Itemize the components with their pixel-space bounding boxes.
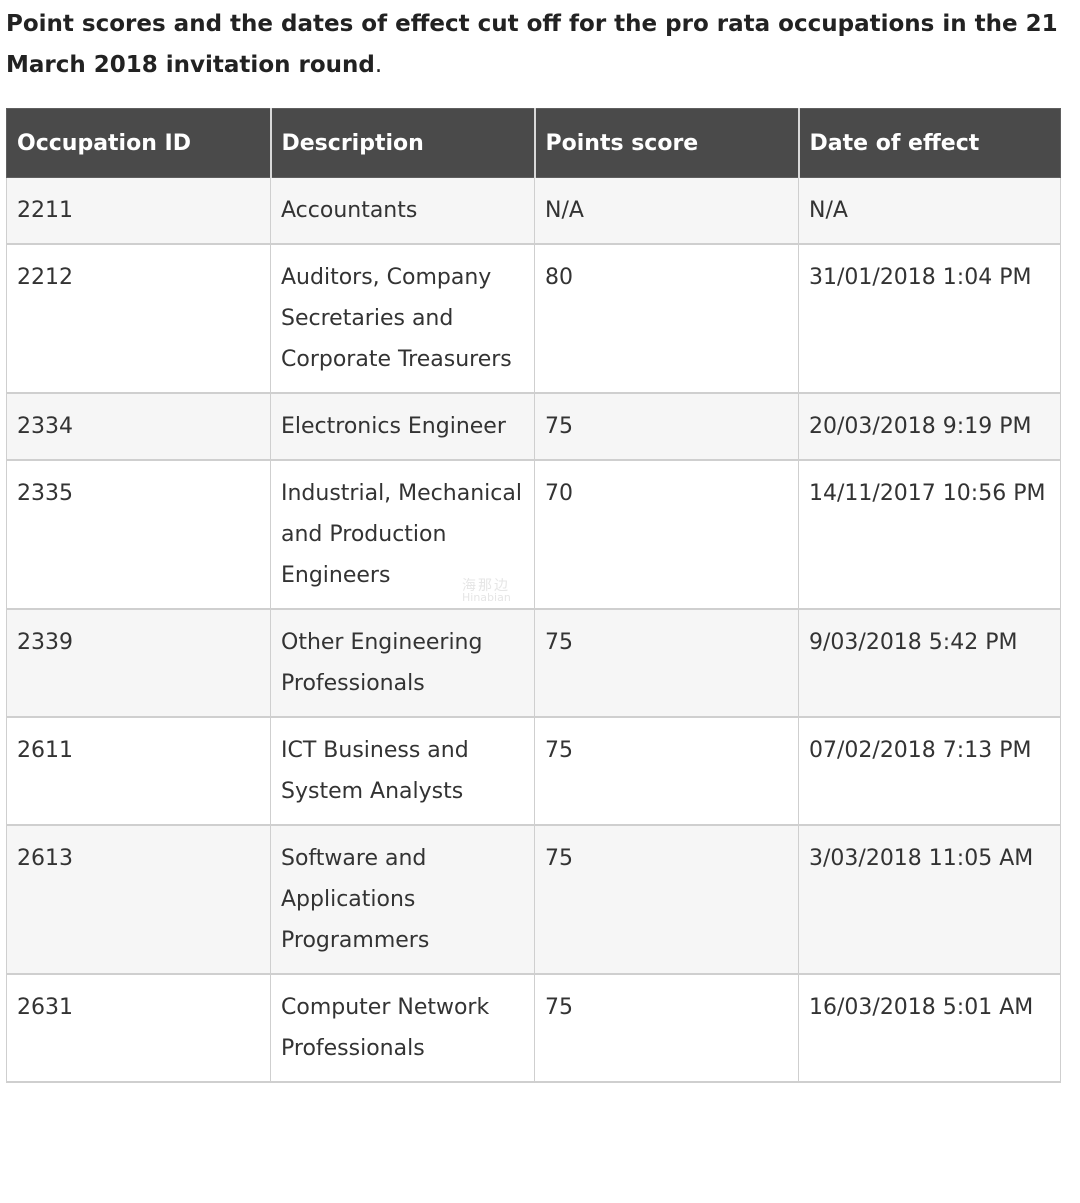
cell-description: Electronics Engineer [270, 392, 535, 461]
table-row: 2339 Other Engineering Professionals 75 … [6, 608, 1061, 718]
heading-period: . [374, 52, 383, 78]
cell-points-score: 75 [534, 608, 799, 718]
cell-occupation-id: 2335 [6, 459, 271, 610]
cell-points-score: N/A [534, 177, 799, 245]
table-row: 2211 Accountants N/A N/A [6, 177, 1061, 245]
cell-date-of-effect: 07/02/2018 7:13 PM [798, 716, 1061, 826]
cell-points-score: 75 [534, 973, 799, 1083]
cell-description: Other Engineering Professionals [270, 608, 535, 718]
cell-occupation-id: 2212 [6, 243, 271, 394]
cell-description: ICT Business and System Analysts [270, 716, 535, 826]
cell-points-score: 80 [534, 243, 799, 394]
cell-description: Accountants [270, 177, 535, 245]
cell-date-of-effect: 9/03/2018 5:42 PM [798, 608, 1061, 718]
cell-occupation-id: 2211 [6, 177, 271, 245]
cell-date-of-effect: 31/01/2018 1:04 PM [798, 243, 1061, 394]
occupation-points-table: Occupation ID Description Points score D… [6, 108, 1061, 1083]
cell-occupation-id: 2613 [6, 824, 271, 975]
table-header-row: Occupation ID Description Points score D… [6, 108, 1061, 178]
table-row: 2334 Electronics Engineer 75 20/03/2018 … [6, 392, 1061, 461]
table-row: 2335 Industrial, Mechanical and Producti… [6, 459, 1061, 610]
cell-description: Industrial, Mechanical and Production En… [270, 459, 535, 610]
cell-points-score: 75 [534, 392, 799, 461]
cell-description: Software and Applications Programmers [270, 824, 535, 975]
cell-occupation-id: 2334 [6, 392, 271, 461]
cell-date-of-effect: 3/03/2018 11:05 AM [798, 824, 1061, 975]
cell-date-of-effect: N/A [798, 177, 1061, 245]
cell-date-of-effect: 14/11/2017 10:56 PM [798, 459, 1061, 610]
table-row: 2631 Computer Network Professionals 75 1… [6, 973, 1061, 1083]
page-heading: Point scores and the dates of effect cut… [6, 4, 1066, 86]
cell-points-score: 75 [534, 824, 799, 975]
cell-date-of-effect: 16/03/2018 5:01 AM [798, 973, 1061, 1083]
cell-points-score: 75 [534, 716, 799, 826]
cell-date-of-effect: 20/03/2018 9:19 PM [798, 392, 1061, 461]
header-date-of-effect: Date of effect [798, 108, 1061, 178]
cell-points-score: 70 [534, 459, 799, 610]
cell-occupation-id: 2631 [6, 973, 271, 1083]
table-row: 2212 Auditors, Company Secretaries and C… [6, 243, 1061, 394]
table-row: 2613 Software and Applications Programme… [6, 824, 1061, 975]
cell-occupation-id: 2611 [6, 716, 271, 826]
heading-text: Point scores and the dates of effect cut… [6, 11, 1058, 78]
cell-description: Auditors, Company Secretaries and Corpor… [270, 243, 535, 394]
cell-description: Computer Network Professionals [270, 973, 535, 1083]
header-occupation-id: Occupation ID [6, 108, 272, 178]
header-points-score: Points score [534, 108, 800, 178]
table-row: 2611 ICT Business and System Analysts 75… [6, 716, 1061, 826]
header-description: Description [270, 108, 536, 178]
cell-occupation-id: 2339 [6, 608, 271, 718]
